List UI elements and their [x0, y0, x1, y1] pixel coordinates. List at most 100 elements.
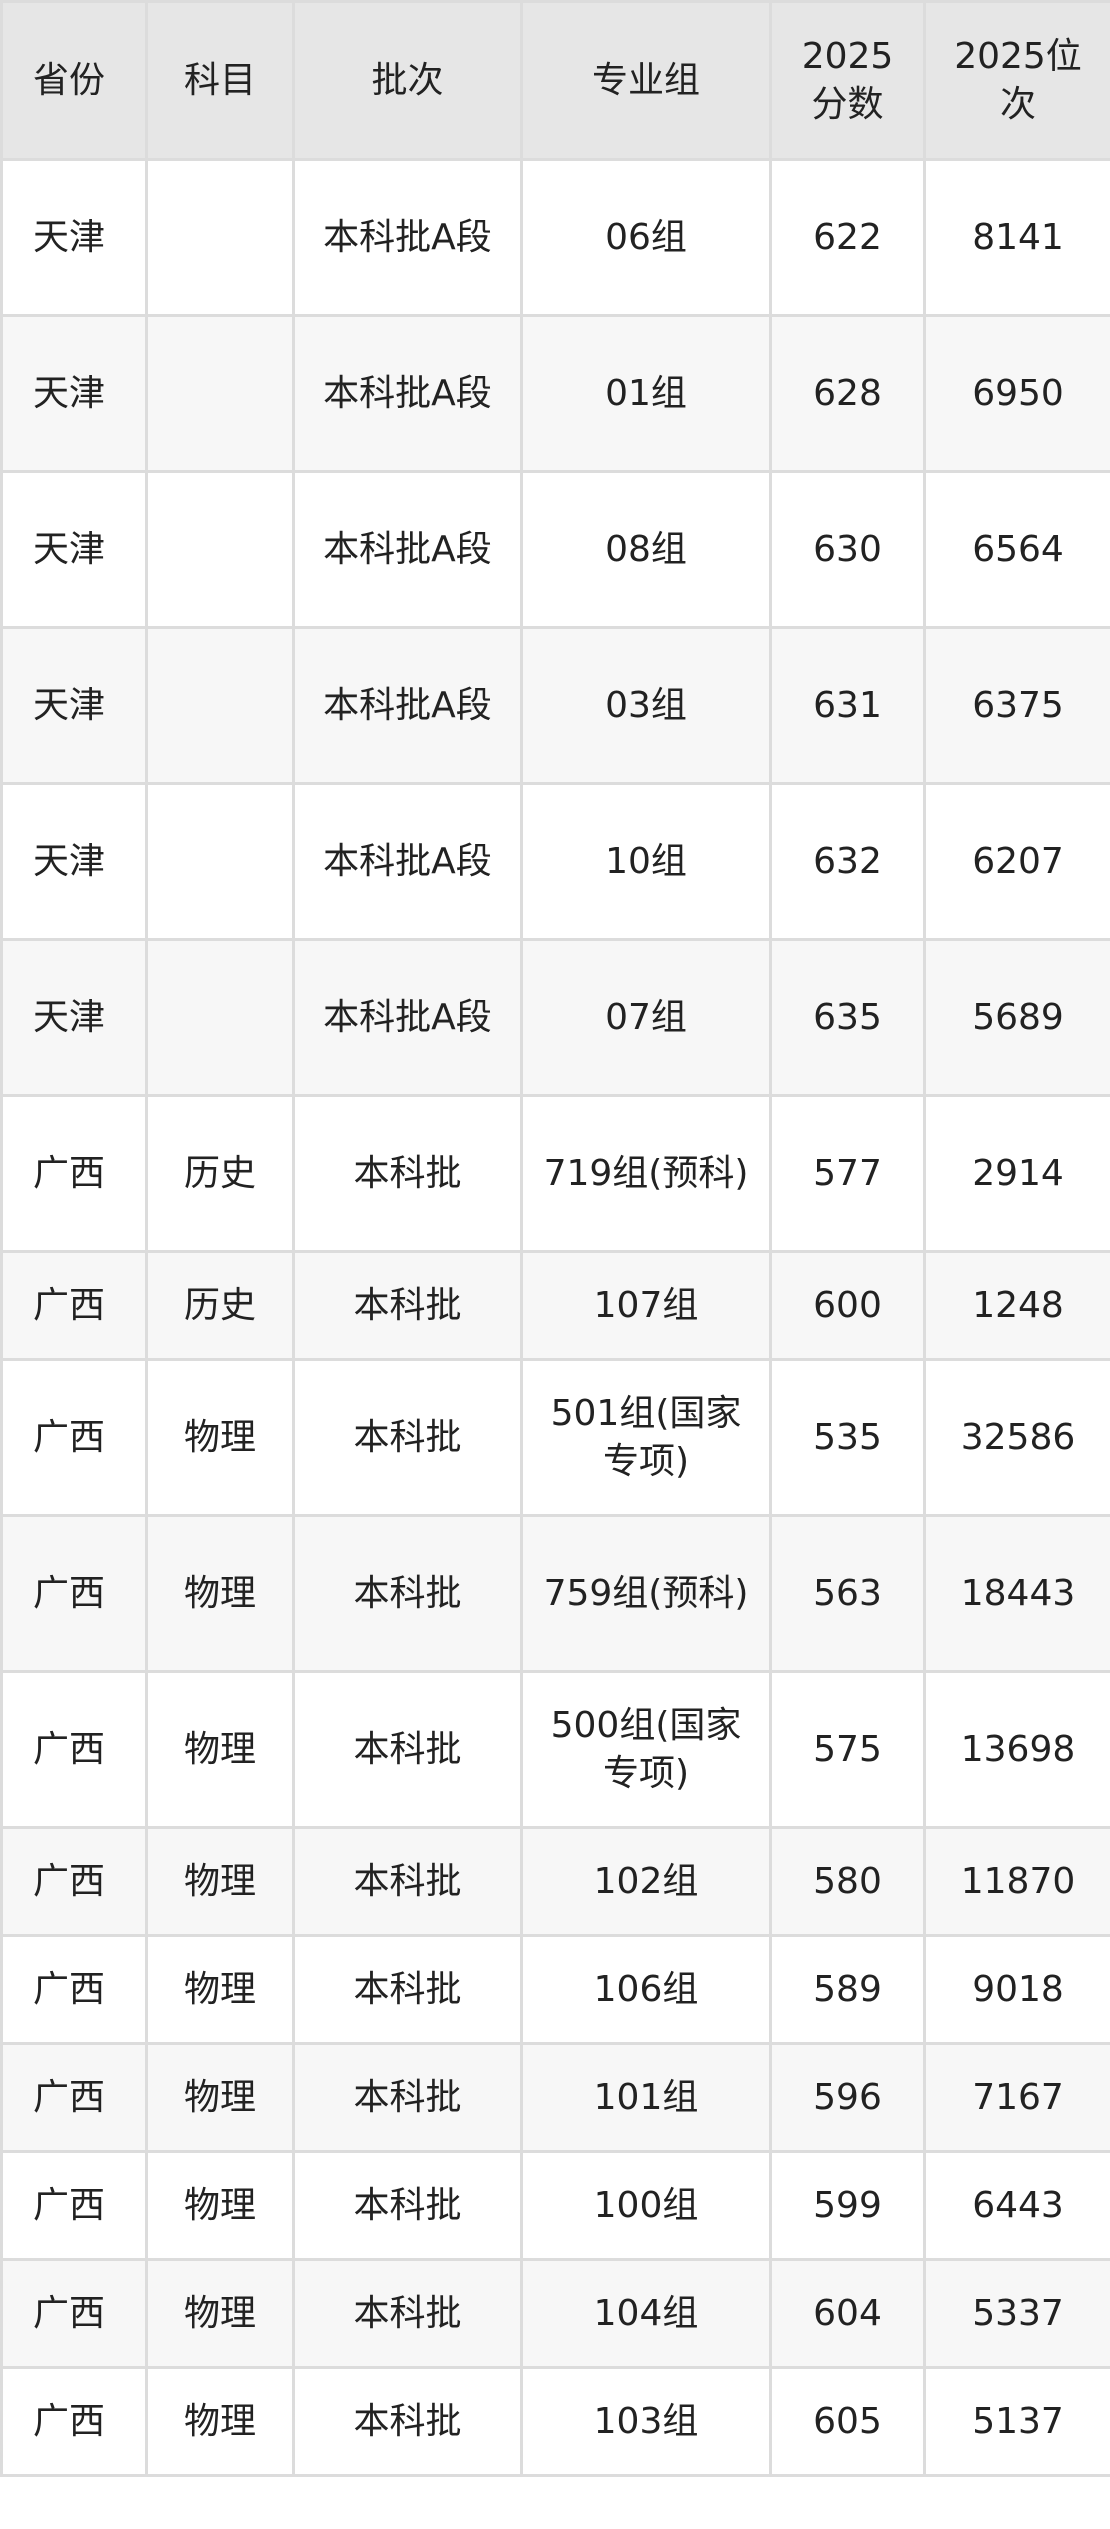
cell-subject: 物理: [145, 2258, 295, 2369]
cell-rank-2025: 2914: [923, 1094, 1110, 1253]
header-score-2025: 2025分数: [769, 0, 926, 161]
cell-province: 广西: [0, 1250, 148, 1361]
cell-rank-2025: 18443: [923, 1514, 1110, 1673]
header-rank-2025: 2025位次: [923, 0, 1110, 161]
cell-major-group: 07组: [520, 938, 772, 1097]
table-row: 广西 物理 本科批 106组 589 9018: [0, 1934, 1110, 2045]
cell-batch: 本科批A段: [292, 158, 523, 317]
cell-province: 广西: [0, 2366, 148, 2477]
cell-batch: 本科批: [292, 1670, 523, 1829]
cell-major-group: 719组(预科): [520, 1094, 772, 1253]
cell-score-2025: 622: [769, 158, 926, 317]
cell-score-2025: 632: [769, 782, 926, 941]
cell-major-group: 759组(预科): [520, 1514, 772, 1673]
cell-major-group: 501组(国家专项): [520, 1358, 772, 1517]
cell-subject: [145, 626, 295, 785]
cell-province: 广西: [0, 1934, 148, 2045]
cell-subject: 物理: [145, 1670, 295, 1829]
cell-rank-2025: 1248: [923, 1250, 1110, 1361]
cell-subject: 物理: [145, 1826, 295, 1937]
cell-rank-2025: 6564: [923, 470, 1110, 629]
table-row: 广西 物理 本科批 103组 605 5137: [0, 2366, 1110, 2477]
table-row: 天津 本科批A段 03组 631 6375: [0, 626, 1110, 785]
cell-rank-2025: 13698: [923, 1670, 1110, 1829]
cell-major-group: 100组: [520, 2150, 772, 2261]
cell-rank-2025: 5337: [923, 2258, 1110, 2369]
cell-batch: 本科批A段: [292, 470, 523, 629]
cell-major-group: 101组: [520, 2042, 772, 2153]
cell-subject: 历史: [145, 1250, 295, 1361]
cell-major-group: 500组(国家专项): [520, 1670, 772, 1829]
cell-province: 广西: [0, 1358, 148, 1517]
cell-batch: 本科批A段: [292, 782, 523, 941]
cell-province: 广西: [0, 1094, 148, 1253]
cell-province: 广西: [0, 2042, 148, 2153]
table-row: 广西 物理 本科批 759组(预科) 563 18443: [0, 1514, 1110, 1673]
table-row: 广西 物理 本科批 101组 596 7167: [0, 2042, 1110, 2153]
cell-major-group: 103组: [520, 2366, 772, 2477]
cell-province: 广西: [0, 2150, 148, 2261]
cell-rank-2025: 6207: [923, 782, 1110, 941]
cell-rank-2025: 7167: [923, 2042, 1110, 2153]
table-row: 广西 物理 本科批 500组(国家专项) 575 13698: [0, 1670, 1110, 1829]
cell-batch: 本科批: [292, 2258, 523, 2369]
cell-rank-2025: 11870: [923, 1826, 1110, 1937]
table-row: 天津 本科批A段 08组 630 6564: [0, 470, 1110, 629]
cell-score-2025: 630: [769, 470, 926, 629]
header-major-group: 专业组: [520, 0, 772, 161]
table-body: 天津 本科批A段 06组 622 8141 天津 本科批A段 01组 628 6950 天津 本科批A…: [0, 158, 1110, 2477]
cell-rank-2025: 32586: [923, 1358, 1110, 1517]
cell-subject: 物理: [145, 2150, 295, 2261]
header-batch: 批次: [292, 0, 523, 161]
cell-subject: 物理: [145, 1514, 295, 1673]
table-row: 广西 物理 本科批 104组 604 5337: [0, 2258, 1110, 2369]
cell-province: 广西: [0, 1514, 148, 1673]
cell-province: 广西: [0, 1670, 148, 1829]
cell-subject: [145, 314, 295, 473]
cell-major-group: 107组: [520, 1250, 772, 1361]
cell-subject: [145, 470, 295, 629]
cell-major-group: 102组: [520, 1826, 772, 1937]
cell-batch: 本科批: [292, 1250, 523, 1361]
table-row: 广西 物理 本科批 100组 599 6443: [0, 2150, 1110, 2261]
cell-province: 天津: [0, 626, 148, 785]
cell-province: 天津: [0, 314, 148, 473]
cell-major-group: 106组: [520, 1934, 772, 2045]
cell-subject: [145, 782, 295, 941]
cell-major-group: 10组: [520, 782, 772, 941]
cell-rank-2025: 6443: [923, 2150, 1110, 2261]
cell-score-2025: 563: [769, 1514, 926, 1673]
cell-subject: 物理: [145, 1358, 295, 1517]
cell-score-2025: 596: [769, 2042, 926, 2153]
cell-major-group: 01组: [520, 314, 772, 473]
cell-major-group: 06组: [520, 158, 772, 317]
cell-score-2025: 575: [769, 1670, 926, 1829]
admission-score-table: 省份 科目 批次 专业组 2025分数 2025位次 天津 本科批A段 06组 622 8141 天…: [0, 0, 1110, 2477]
cell-score-2025: 599: [769, 2150, 926, 2261]
cell-batch: 本科批: [292, 1934, 523, 2045]
table-row: 天津 本科批A段 07组 635 5689: [0, 938, 1110, 1097]
cell-rank-2025: 5137: [923, 2366, 1110, 2477]
cell-batch: 本科批: [292, 1094, 523, 1253]
cell-score-2025: 628: [769, 314, 926, 473]
cell-subject: 历史: [145, 1094, 295, 1253]
cell-major-group: 08组: [520, 470, 772, 629]
table-header-row: 省份 科目 批次 专业组 2025分数 2025位次: [0, 0, 1110, 161]
table-row: 广西 历史 本科批 107组 600 1248: [0, 1250, 1110, 1361]
cell-province: 天津: [0, 158, 148, 317]
cell-rank-2025: 9018: [923, 1934, 1110, 2045]
cell-score-2025: 589: [769, 1934, 926, 2045]
table-row: 天津 本科批A段 06组 622 8141: [0, 158, 1110, 317]
cell-province: 广西: [0, 1826, 148, 1937]
cell-subject: 物理: [145, 1934, 295, 2045]
cell-rank-2025: 6950: [923, 314, 1110, 473]
table-row: 天津 本科批A段 01组 628 6950: [0, 314, 1110, 473]
cell-batch: 本科批A段: [292, 314, 523, 473]
cell-batch: 本科批: [292, 1358, 523, 1517]
cell-score-2025: 604: [769, 2258, 926, 2369]
cell-province: 天津: [0, 782, 148, 941]
cell-score-2025: 605: [769, 2366, 926, 2477]
table-row: 广西 物理 本科批 102组 580 11870: [0, 1826, 1110, 1937]
table-row: 广西 物理 本科批 501组(国家专项) 535 32586: [0, 1358, 1110, 1517]
cell-batch: 本科批: [292, 2042, 523, 2153]
